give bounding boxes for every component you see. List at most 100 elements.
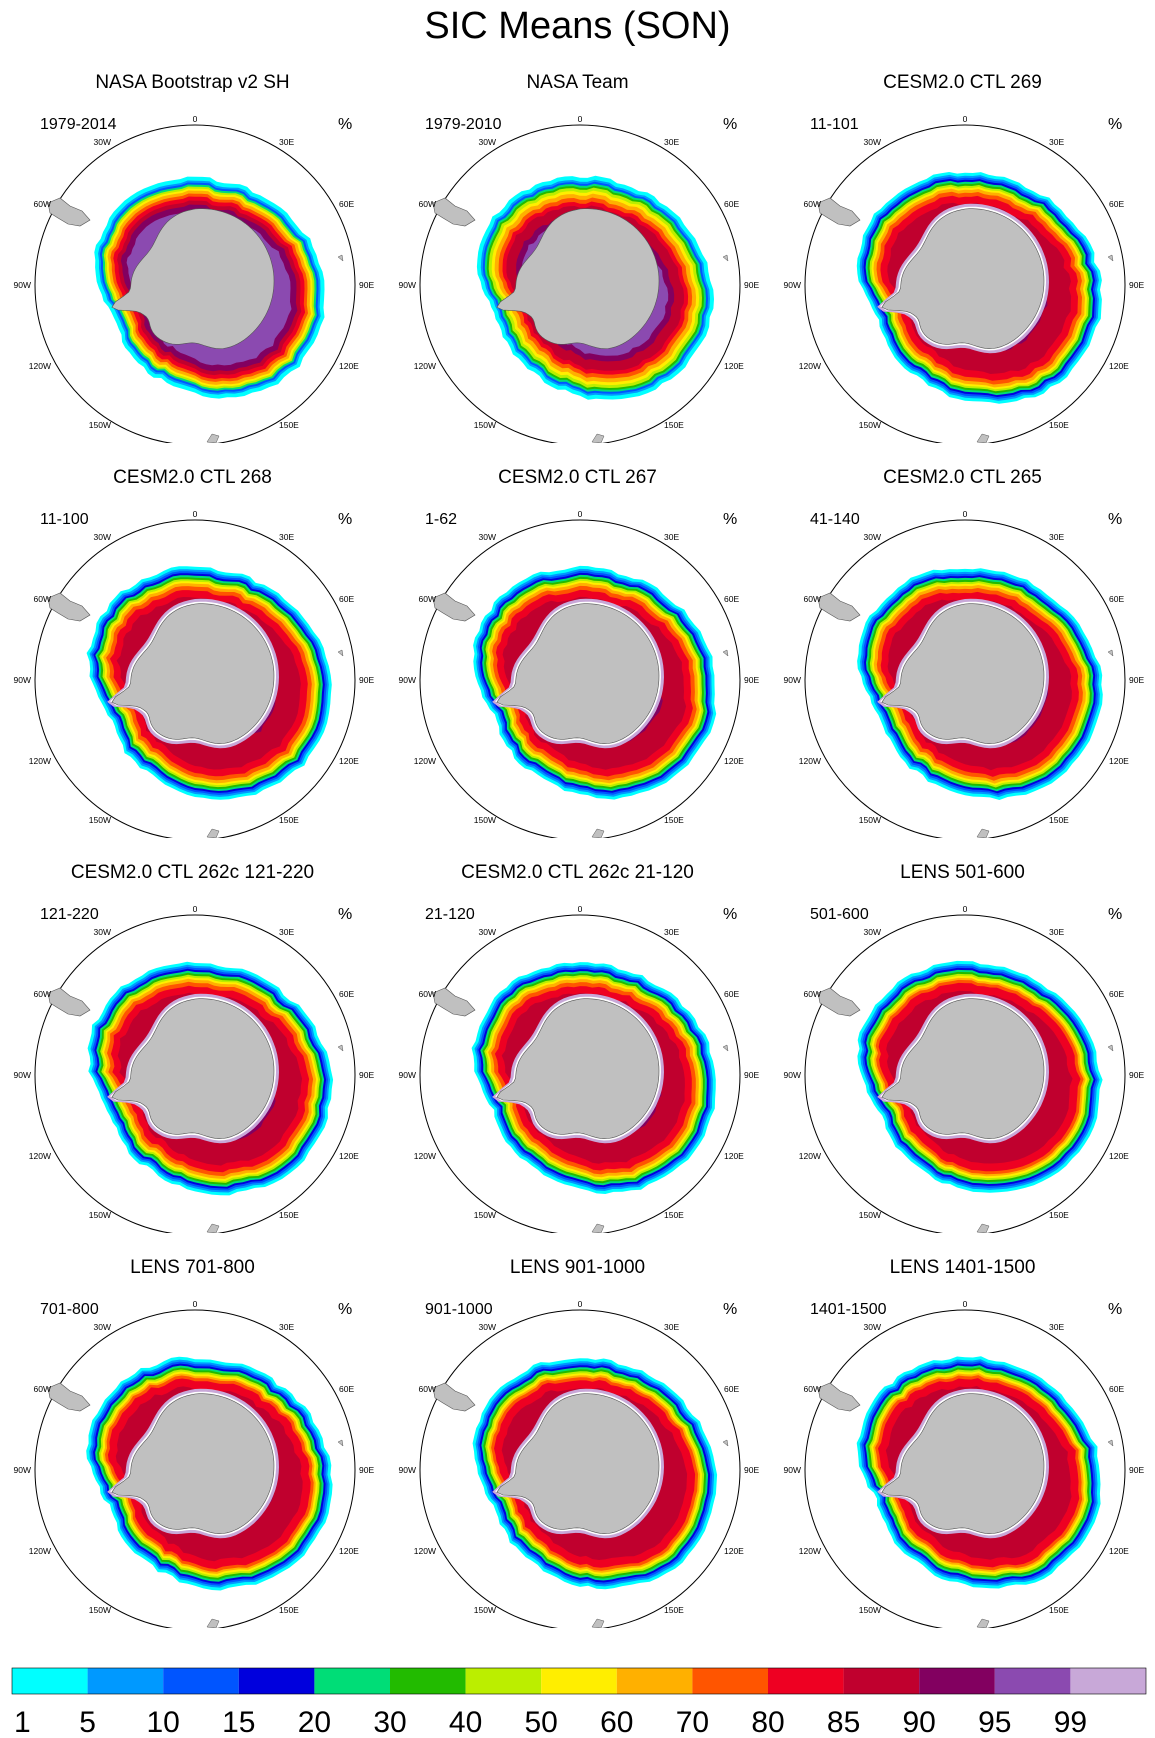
unit-label: % xyxy=(338,511,353,528)
longitude-label: 90W xyxy=(399,1465,416,1475)
longitude-label: 120E xyxy=(724,756,744,766)
colorbar: 1 5 10 15 20 30 40 50 60 70 80 85 90 95 99 xyxy=(11,1667,1147,1738)
antarctica-land xyxy=(496,1393,660,1535)
colorbar-frame xyxy=(11,1667,1147,1695)
map-panel: 018090W90E30W30E60W60E120W120E150W150ENA… xyxy=(385,48,770,443)
map-panel: 018090W90E30W30E60W60E120W120E150W150ENA… xyxy=(0,48,385,443)
colorbar-tick-label: 10 xyxy=(147,1706,180,1738)
map-panel: 018090W90E30W30E60W60E120W120E150W150ECE… xyxy=(770,48,1155,443)
period-label: 1-62 xyxy=(425,511,458,528)
period-label: 901-1000 xyxy=(425,1301,493,1318)
longitude-label: 90W xyxy=(784,280,801,290)
panel-title: CESM2.0 CTL 265 xyxy=(883,467,1042,488)
new-zealand-land xyxy=(976,828,990,838)
longitude-label: 120W xyxy=(29,1546,51,1556)
longitude-label: 150E xyxy=(664,815,684,825)
longitude-label: 90E xyxy=(744,1465,759,1475)
unit-label: % xyxy=(338,1301,353,1318)
longitude-label: 30E xyxy=(1049,927,1064,937)
new-zealand-land xyxy=(591,433,605,443)
longitude-label: 120W xyxy=(799,361,821,371)
colorbar-swatch xyxy=(541,1668,617,1694)
polar-map: 018090W90E30W30E60W60E120W120E150W150E xyxy=(784,904,1144,1233)
longitude-label: 30E xyxy=(1049,1322,1064,1332)
antarctica-land xyxy=(111,208,275,350)
longitude-label: 120E xyxy=(1109,1151,1129,1161)
longitude-label: 90W xyxy=(14,280,31,290)
panel-title: LENS 701-800 xyxy=(130,1257,255,1278)
longitude-label: 90E xyxy=(744,1070,759,1080)
polar-map: 018090W90E30W30E60W60E120W120E150W150E xyxy=(14,509,374,838)
colorbar-tick-label: 95 xyxy=(978,1706,1011,1738)
longitude-label: 30E xyxy=(664,532,679,542)
longitude-label: 150W xyxy=(89,1210,111,1220)
antarctica-land xyxy=(496,998,660,1140)
colorbar-tick-label: 50 xyxy=(525,1706,558,1738)
longitude-label: 150E xyxy=(664,420,684,430)
longitude-label: 0 xyxy=(193,509,198,519)
longitude-label: 60E xyxy=(724,594,739,604)
longitude-label: 30W xyxy=(479,532,496,542)
longitude-label: 30E xyxy=(1049,137,1064,147)
polar-map: 018090W90E30W30E60W60E120W120E150W150E xyxy=(399,904,759,1233)
longitude-label: 120W xyxy=(414,1151,436,1161)
colorbar-swatch xyxy=(616,1668,693,1694)
longitude-label: 120E xyxy=(339,1151,359,1161)
map-panel: 018090W90E30W30E60W60E120W120E150W150ELE… xyxy=(385,1233,770,1628)
colorbar-swatch xyxy=(87,1668,164,1694)
colorbar-tick-label: 90 xyxy=(903,1706,936,1738)
panel-title: LENS 1401-1500 xyxy=(889,1257,1036,1278)
longitude-label: 60E xyxy=(1109,199,1124,209)
panel-title: CESM2.0 CTL 269 xyxy=(883,72,1042,93)
antarctica-land xyxy=(881,998,1045,1140)
longitude-label: 60E xyxy=(724,1384,739,1394)
longitude-label: 90W xyxy=(14,1070,31,1080)
panel-title: CESM2.0 CTL 262c 121-220 xyxy=(70,862,315,883)
longitude-label: 0 xyxy=(578,114,583,124)
colorbar-swatch xyxy=(692,1668,769,1694)
unit-label: % xyxy=(723,1301,738,1318)
kerguelen-land xyxy=(722,254,729,262)
kerguelen-land xyxy=(1107,1439,1114,1447)
longitude-label: 30W xyxy=(94,927,111,937)
longitude-label: 150E xyxy=(279,1210,299,1220)
longitude-label: 90W xyxy=(399,280,416,290)
map-panel: 018090W90E30W30E60W60E120W120E150W150ECE… xyxy=(0,443,385,838)
longitude-label: 150E xyxy=(1049,1605,1069,1615)
longitude-label: 0 xyxy=(963,509,968,519)
longitude-label: 60W xyxy=(419,1384,436,1394)
longitude-label: 30W xyxy=(864,532,881,542)
panel-title: LENS 901-1000 xyxy=(509,1257,646,1278)
colorbar-swatch xyxy=(843,1668,920,1694)
colorbar-tick-label: 1 xyxy=(14,1706,31,1738)
longitude-label: 150W xyxy=(859,815,881,825)
antarctica-land xyxy=(496,603,660,745)
map-panel: 018090W90E30W30E60W60E120W120E150W150ECE… xyxy=(0,838,385,1233)
longitude-label: 150E xyxy=(664,1210,684,1220)
longitude-label: 90W xyxy=(14,675,31,685)
longitude-label: 120E xyxy=(1109,756,1129,766)
longitude-label: 150W xyxy=(474,1605,496,1615)
longitude-label: 120W xyxy=(29,756,51,766)
kerguelen-land xyxy=(722,649,729,657)
map-panel: 018090W90E30W30E60W60E120W120E150W150ELE… xyxy=(770,1233,1155,1628)
unit-label: % xyxy=(1108,116,1123,133)
longitude-label: 30W xyxy=(864,927,881,937)
longitude-label: 120E xyxy=(1109,361,1129,371)
period-label: 1401-1500 xyxy=(810,1301,887,1318)
longitude-label: 90E xyxy=(1129,280,1144,290)
longitude-label: 30E xyxy=(1049,532,1064,542)
period-label: 501-600 xyxy=(810,906,869,923)
longitude-label: 30E xyxy=(279,137,294,147)
longitude-label: 30W xyxy=(479,1322,496,1332)
longitude-label: 90E xyxy=(744,280,759,290)
longitude-label: 60W xyxy=(34,989,51,999)
longitude-label: 90W xyxy=(784,1465,801,1475)
longitude-label: 60E xyxy=(1109,594,1124,604)
longitude-label: 60E xyxy=(339,199,354,209)
longitude-label: 120E xyxy=(724,361,744,371)
polar-map: 018090W90E30W30E60W60E120W120E150W150E xyxy=(784,114,1144,443)
longitude-label: 120W xyxy=(799,1151,821,1161)
longitude-label: 90W xyxy=(784,1070,801,1080)
colorbar-tick-label: 20 xyxy=(298,1706,331,1738)
